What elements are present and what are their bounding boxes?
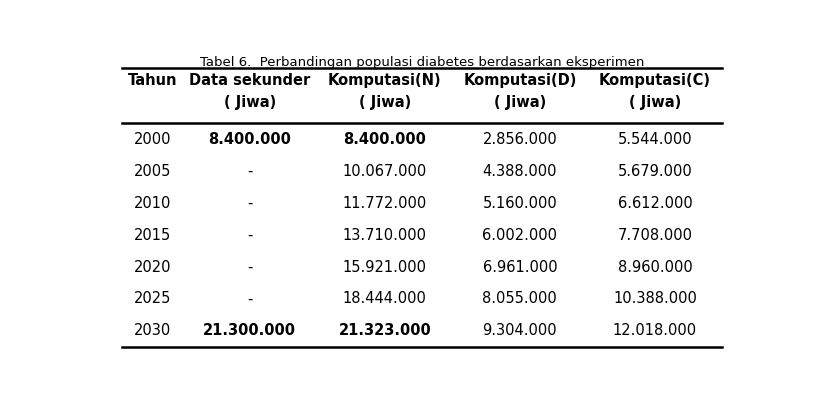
Text: 6.961.000: 6.961.000 <box>483 260 557 274</box>
Text: 11.772.000: 11.772.000 <box>343 196 427 211</box>
Text: -: - <box>247 164 252 179</box>
Text: 2030: 2030 <box>133 323 171 338</box>
Text: 7.708.000: 7.708.000 <box>617 228 692 243</box>
Text: 18.444.000: 18.444.000 <box>343 292 427 306</box>
Text: 8.055.000: 8.055.000 <box>483 292 557 306</box>
Text: 15.921.000: 15.921.000 <box>343 260 427 274</box>
Text: 5.679.000: 5.679.000 <box>617 164 692 179</box>
Text: 2025: 2025 <box>133 292 171 306</box>
Text: 13.710.000: 13.710.000 <box>343 228 427 243</box>
Text: 21.323.000: 21.323.000 <box>339 323 431 338</box>
Text: Komputasi(N): Komputasi(N) <box>328 73 442 88</box>
Text: Tahun: Tahun <box>128 73 177 88</box>
Text: -: - <box>247 228 252 243</box>
Text: 2000: 2000 <box>133 132 171 147</box>
Text: 2.856.000: 2.856.000 <box>483 132 557 147</box>
Text: ( Jiwa): ( Jiwa) <box>494 95 546 110</box>
Text: 21.300.000: 21.300.000 <box>204 323 296 338</box>
Text: 12.018.000: 12.018.000 <box>613 323 697 338</box>
Text: -: - <box>247 292 252 306</box>
Text: 5.544.000: 5.544.000 <box>618 132 692 147</box>
Text: 2010: 2010 <box>133 196 171 211</box>
Text: 2020: 2020 <box>133 260 171 274</box>
Text: 10.388.000: 10.388.000 <box>613 292 697 306</box>
Text: 5.160.000: 5.160.000 <box>483 196 557 211</box>
Text: 8.400.000: 8.400.000 <box>208 132 291 147</box>
Text: 10.067.000: 10.067.000 <box>343 164 427 179</box>
Text: ( Jiwa): ( Jiwa) <box>223 95 276 110</box>
Text: Tabel 6.  Perbandingan populasi diabetes berdasarkan eksperimen: Tabel 6. Perbandingan populasi diabetes … <box>200 56 644 69</box>
Text: ( Jiwa): ( Jiwa) <box>629 95 681 110</box>
Text: Komputasi(C): Komputasi(C) <box>599 73 711 88</box>
Text: 9.304.000: 9.304.000 <box>483 323 557 338</box>
Text: 8.400.000: 8.400.000 <box>344 132 426 147</box>
Text: 6.612.000: 6.612.000 <box>617 196 692 211</box>
Text: -: - <box>247 260 252 274</box>
Text: 4.388.000: 4.388.000 <box>483 164 557 179</box>
Text: -: - <box>247 196 252 211</box>
Text: 2015: 2015 <box>133 228 171 243</box>
Text: Komputasi(D): Komputasi(D) <box>463 73 577 88</box>
Text: 8.960.000: 8.960.000 <box>617 260 692 274</box>
Text: 2005: 2005 <box>133 164 171 179</box>
Text: Data sekunder: Data sekunder <box>189 73 311 88</box>
Text: ( Jiwa): ( Jiwa) <box>358 95 411 110</box>
Text: 6.002.000: 6.002.000 <box>482 228 557 243</box>
